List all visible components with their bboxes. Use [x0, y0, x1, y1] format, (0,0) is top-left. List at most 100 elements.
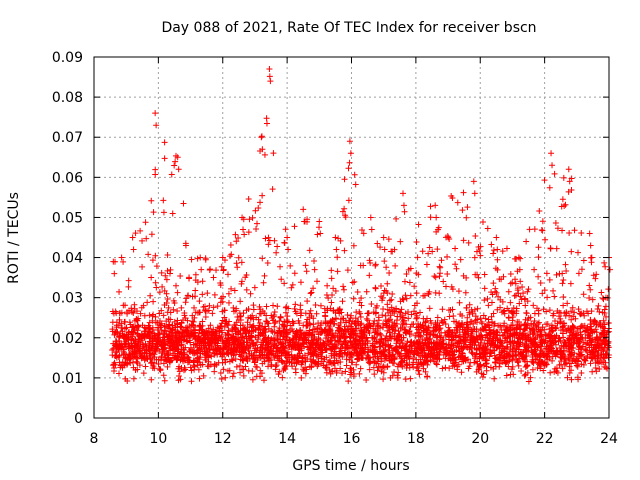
data-point — [484, 295, 491, 302]
data-point — [472, 233, 479, 240]
data-point — [598, 351, 605, 358]
data-point — [523, 347, 530, 354]
data-point — [380, 305, 387, 312]
data-point — [551, 170, 558, 177]
data-point — [568, 316, 575, 323]
data-point — [259, 192, 266, 199]
data-point — [600, 329, 607, 336]
data-point — [115, 354, 122, 361]
y-tick-label: 0 — [74, 411, 83, 427]
data-point — [575, 270, 582, 277]
data-point — [363, 288, 370, 295]
data-point — [283, 317, 290, 324]
data-point — [147, 292, 154, 299]
data-point — [327, 305, 334, 312]
data-point — [130, 246, 137, 253]
data-point — [469, 350, 476, 357]
data-point — [535, 273, 542, 280]
data-point — [222, 374, 229, 381]
data-point — [550, 287, 557, 294]
data-point — [503, 344, 510, 351]
data-point — [347, 354, 354, 361]
data-point — [192, 323, 199, 330]
data-point — [385, 337, 392, 344]
data-point — [340, 286, 347, 293]
data-point — [485, 316, 492, 323]
data-point — [411, 283, 418, 290]
data-point — [345, 197, 352, 204]
data-point — [605, 286, 612, 293]
data-point — [158, 269, 165, 276]
data-point — [116, 316, 123, 323]
data-point — [164, 309, 171, 316]
data-point — [592, 275, 599, 282]
data-point — [385, 317, 392, 324]
data-point — [549, 162, 556, 169]
data-point — [310, 285, 317, 292]
data-point — [116, 352, 123, 359]
data-point — [489, 340, 496, 347]
data-point — [162, 354, 169, 361]
data-point — [504, 343, 511, 350]
x-tick-label: 24 — [600, 431, 618, 447]
data-point — [548, 150, 555, 157]
data-point — [187, 364, 194, 371]
data-point — [493, 234, 500, 241]
data-point — [325, 358, 332, 365]
data-point — [446, 365, 453, 372]
data-point — [160, 209, 167, 216]
data-point — [151, 354, 158, 361]
data-point — [422, 318, 429, 325]
data-point — [521, 356, 528, 363]
data-point — [437, 270, 444, 277]
data-point — [245, 342, 252, 349]
data-point — [260, 377, 267, 384]
data-point — [124, 310, 131, 317]
data-point — [154, 334, 161, 341]
data-point — [401, 208, 408, 215]
data-point — [550, 324, 557, 331]
data-point — [385, 236, 392, 243]
data-point — [268, 343, 275, 350]
data-point — [179, 354, 186, 361]
data-point — [365, 321, 372, 328]
data-point — [233, 238, 240, 245]
data-point — [478, 318, 485, 325]
y-tick-label: 0.02 — [52, 331, 83, 347]
data-point — [600, 324, 607, 331]
data-point — [125, 277, 132, 284]
data-point — [291, 223, 298, 230]
data-point — [461, 337, 468, 344]
data-point — [228, 356, 235, 363]
data-point — [157, 324, 164, 331]
data-point — [344, 267, 351, 274]
data-point — [374, 320, 381, 327]
data-point — [556, 344, 563, 351]
data-point — [528, 320, 535, 327]
data-point — [430, 327, 437, 334]
data-point — [308, 332, 315, 339]
data-point — [529, 366, 536, 373]
data-point — [350, 242, 357, 249]
data-point — [116, 340, 123, 347]
data-point — [245, 229, 252, 236]
data-point — [137, 310, 144, 317]
data-point — [511, 332, 518, 339]
data-point — [237, 322, 244, 329]
data-point — [598, 289, 605, 296]
data-point — [585, 332, 592, 339]
data-point — [449, 194, 456, 201]
data-point — [291, 360, 298, 367]
data-point — [551, 333, 558, 340]
data-point — [490, 337, 497, 344]
data-point — [437, 264, 444, 271]
data-point — [460, 272, 467, 279]
data-point — [497, 338, 504, 345]
data-point — [603, 313, 610, 320]
data-point — [177, 349, 184, 356]
data-point — [323, 365, 330, 372]
data-point — [447, 345, 454, 352]
data-point — [490, 331, 497, 338]
data-point — [161, 336, 168, 343]
data-point — [388, 296, 395, 303]
